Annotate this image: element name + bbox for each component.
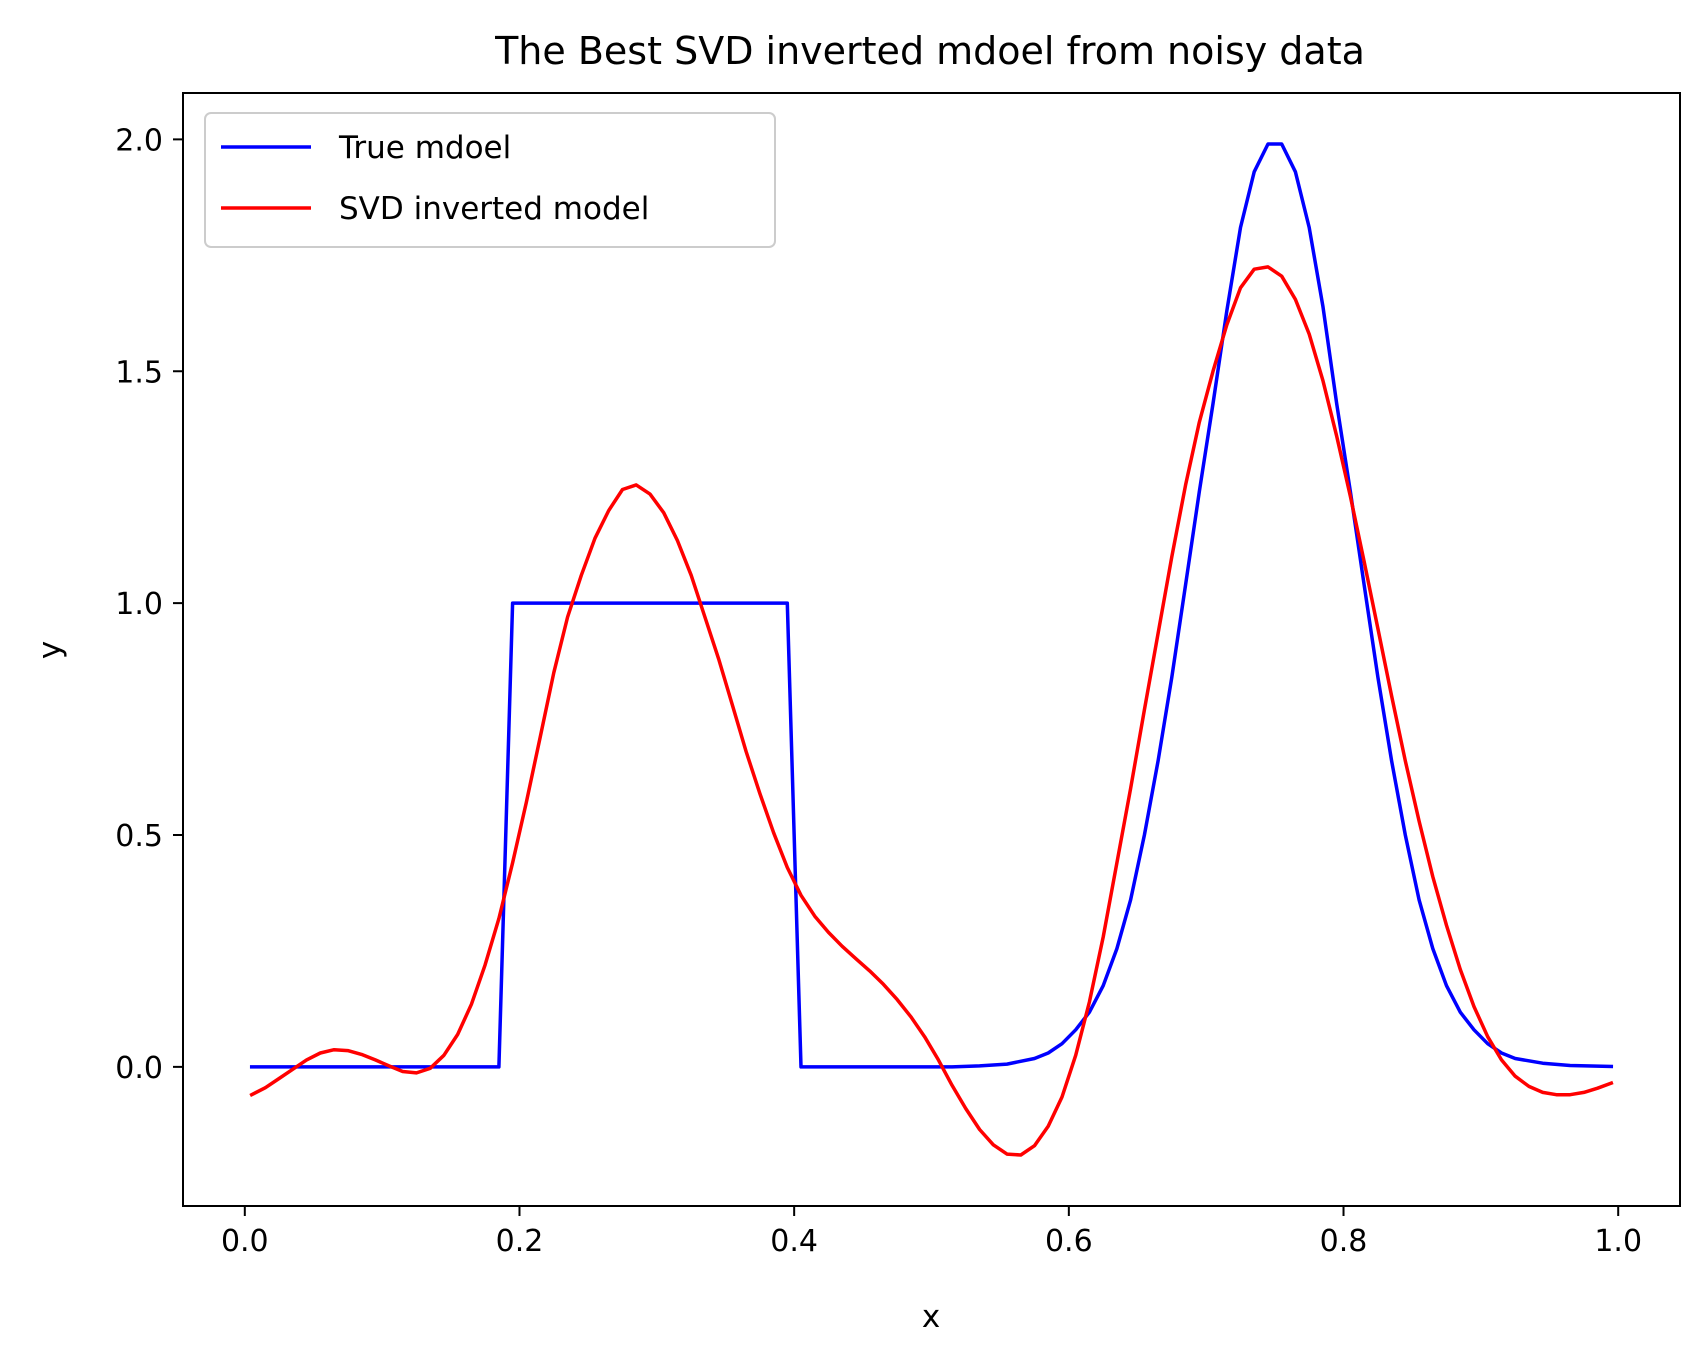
y-tick-label: 1.0 — [115, 587, 163, 622]
y-axis: 0.0 0.5 1.0 1.5 2.0 — [115, 123, 183, 1086]
x-tick-label: 0.0 — [221, 1224, 269, 1259]
legend-label-true-model: True mdoel — [338, 130, 511, 166]
true-model-line — [249, 142, 1614, 1069]
chart-title: The Best SVD inverted mdoel from noisy d… — [494, 29, 1365, 73]
svd-inverted-model-line — [249, 265, 1614, 1157]
x-tick-label: 1.0 — [1594, 1224, 1642, 1259]
x-tick-label: 0.2 — [496, 1224, 544, 1259]
y-axis-label: y — [32, 641, 68, 659]
series-layer — [249, 142, 1614, 1157]
x-tick-label: 0.8 — [1320, 1224, 1368, 1259]
y-tick-label: 1.5 — [115, 355, 163, 390]
x-tick-label: 0.6 — [1045, 1224, 1093, 1259]
legend-box — [204, 112, 776, 248]
x-axis: 0.0 0.2 0.4 0.6 0.8 1.0 — [221, 1206, 1642, 1259]
x-axis-label: x — [922, 1299, 940, 1335]
plot-frame — [182, 92, 1681, 1207]
y-tick-label: 0.0 — [115, 1051, 163, 1086]
plot-area — [182, 92, 1681, 1207]
x-tick-label: 0.4 — [770, 1224, 818, 1259]
legend: True mdoel SVD inverted model — [204, 112, 776, 248]
legend-label-svd-model: SVD inverted model — [339, 191, 649, 227]
y-tick-label: 0.5 — [115, 819, 163, 854]
y-tick-label: 2.0 — [115, 123, 163, 158]
